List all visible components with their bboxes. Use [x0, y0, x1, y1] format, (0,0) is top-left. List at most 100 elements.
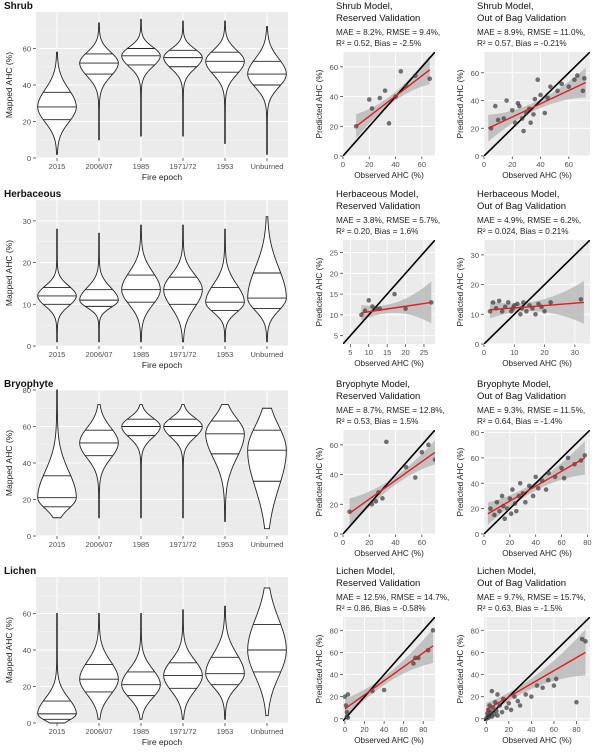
data-point — [488, 709, 494, 715]
data-point — [548, 84, 553, 89]
scatter-x-tick-label: 0 — [343, 725, 347, 734]
scatter-x-axis-label: Observed AHC (%) — [502, 171, 572, 180]
violin-x-tick-label: 1971/72 — [169, 727, 196, 736]
scatter-stats-line-1: MAE = 4.9%, RMSE = 6.2%, — [477, 216, 581, 225]
violin-x-tick-label: 1953 — [217, 350, 234, 359]
violin-shape — [163, 20, 203, 137]
scatter-y-tick-label: 20 — [471, 505, 479, 514]
scatter-panel-out-of-bag: Herbaceous Model,Out of Bag Validation MA… — [456, 189, 590, 368]
data-point — [359, 312, 364, 318]
scatter-stats-line-1: MAE = 9.3%, RMSE = 11.5%, — [477, 406, 585, 415]
scatter-x-axis-label: Observed AHC (%) — [502, 359, 572, 368]
scatter-x-tick-label: 60 — [557, 538, 565, 547]
scatter-y-tick-label: 10 — [471, 310, 479, 319]
data-point — [380, 496, 385, 501]
data-point — [545, 95, 550, 101]
regression-line — [487, 457, 586, 515]
scatter-y-tick-label: 25 — [330, 248, 338, 257]
data-point — [426, 442, 431, 448]
data-point — [432, 457, 435, 463]
data-point — [546, 470, 551, 476]
data-point — [521, 300, 526, 305]
scatter-y-axis-label: Predicted AHC (%) — [315, 69, 324, 138]
violin-x-tick-label: 1953 — [217, 540, 234, 549]
data-point — [366, 97, 372, 102]
violin-y-tick-label: 0 — [27, 342, 31, 351]
data-point — [530, 493, 536, 499]
scatter-y-tick-label: 0 — [334, 530, 338, 539]
scatter-y-tick-label: 20 — [330, 122, 338, 131]
violin-shape — [79, 22, 119, 141]
scatter-y-axis-label: Predicted AHC (%) — [315, 447, 324, 516]
regression-line — [361, 301, 432, 314]
scatter-y-tick-label: 20 — [330, 500, 338, 509]
confidence-band — [361, 281, 432, 324]
data-point — [532, 96, 538, 102]
scatter-stats-line-1: MAE = 12.5%, RMSE = 14.7%, — [336, 593, 449, 602]
data-point — [523, 499, 528, 505]
scatter-plot-area — [484, 240, 590, 344]
data-point — [559, 465, 564, 471]
violin-y-tick-label: 40 — [23, 81, 31, 90]
data-point — [495, 692, 500, 697]
scatter-y-tick-label: 30 — [471, 251, 479, 260]
scatter-y-tick-label: 60 — [471, 454, 479, 463]
one-to-one-line — [484, 430, 590, 534]
scatter-y-axis-label: Predicted AHC (%) — [315, 257, 324, 326]
scatter-title-line-1: Shrub Model, — [477, 1, 534, 12]
violin-x-tick-label: 1971/72 — [169, 540, 196, 549]
scatter-title-line-2: Reserved Validation — [336, 578, 420, 589]
scatter-y-tick-label: 60 — [471, 69, 479, 78]
violin-y-tick-label: 60 — [23, 610, 31, 619]
data-point — [533, 311, 538, 317]
scatter-x-tick-label: 0 — [341, 160, 345, 169]
scatter-stats-line-1: MAE = 8.2%, RMSE = 9.4%, — [336, 28, 440, 37]
violin-x-tick-label: 1985 — [133, 540, 150, 549]
violin-x-tick-label: Unburned — [251, 350, 284, 359]
data-point — [580, 88, 586, 94]
data-point — [419, 449, 425, 455]
data-point — [488, 506, 493, 511]
one-to-one-line — [484, 52, 590, 156]
data-point — [369, 501, 375, 507]
data-point — [502, 516, 507, 522]
data-point — [542, 110, 548, 116]
data-point — [505, 300, 511, 305]
violin-x-tick-label: 2015 — [49, 350, 66, 359]
row-shrub: 0 20 40 60 2015 2006/07 1985 1971/72 1953 Unburne… — [4, 1, 590, 182]
violin-shape — [247, 587, 287, 717]
scatter-x-axis-label: Observed AHC (%) — [354, 171, 424, 180]
scatter-x-tick-label: 20 — [401, 348, 409, 357]
violin-x-tick-label: 2015 — [49, 540, 66, 549]
scatter-x-tick-label: 80 — [419, 725, 427, 734]
data-point — [384, 439, 389, 445]
scatter-title-line-1: Bryophyte Model, — [477, 379, 551, 390]
scatter-x-tick-label: 15 — [383, 348, 391, 357]
data-point — [574, 73, 580, 78]
regression-line — [490, 301, 584, 311]
data-point — [504, 506, 510, 511]
data-point — [528, 120, 533, 126]
scatter-stats-line-2: R² = 0.63, Bias = -1.5% — [477, 604, 562, 613]
scatter-x-tick-label: 0 — [482, 160, 486, 169]
scatter-stats-line-1: MAE = 8.7%, RMSE = 12.8%, — [336, 406, 445, 415]
data-point — [381, 687, 387, 693]
data-point — [540, 685, 545, 691]
scatter-x-tick-label: 40 — [391, 538, 399, 547]
scatter-x-tick-label: 0 — [484, 725, 488, 734]
data-point — [345, 715, 351, 720]
scatter-stats-line-2: R² = 0.53, Bias = 1.5% — [336, 417, 418, 426]
scatter-y-tick-label: 10 — [330, 311, 338, 320]
scatter-plot-area — [343, 617, 435, 721]
data-point — [495, 713, 500, 718]
violin-title: Shrub — [4, 1, 33, 12]
scatter-x-tick-label: 20 — [360, 725, 368, 734]
scatter-y-tick-label: 0 — [334, 715, 338, 724]
data-point — [490, 300, 496, 305]
regression-line — [487, 81, 587, 129]
scatter-x-tick-label: 25 — [420, 348, 428, 357]
scatter-y-tick-label: 40 — [471, 671, 479, 680]
violin-shape — [205, 228, 245, 343]
